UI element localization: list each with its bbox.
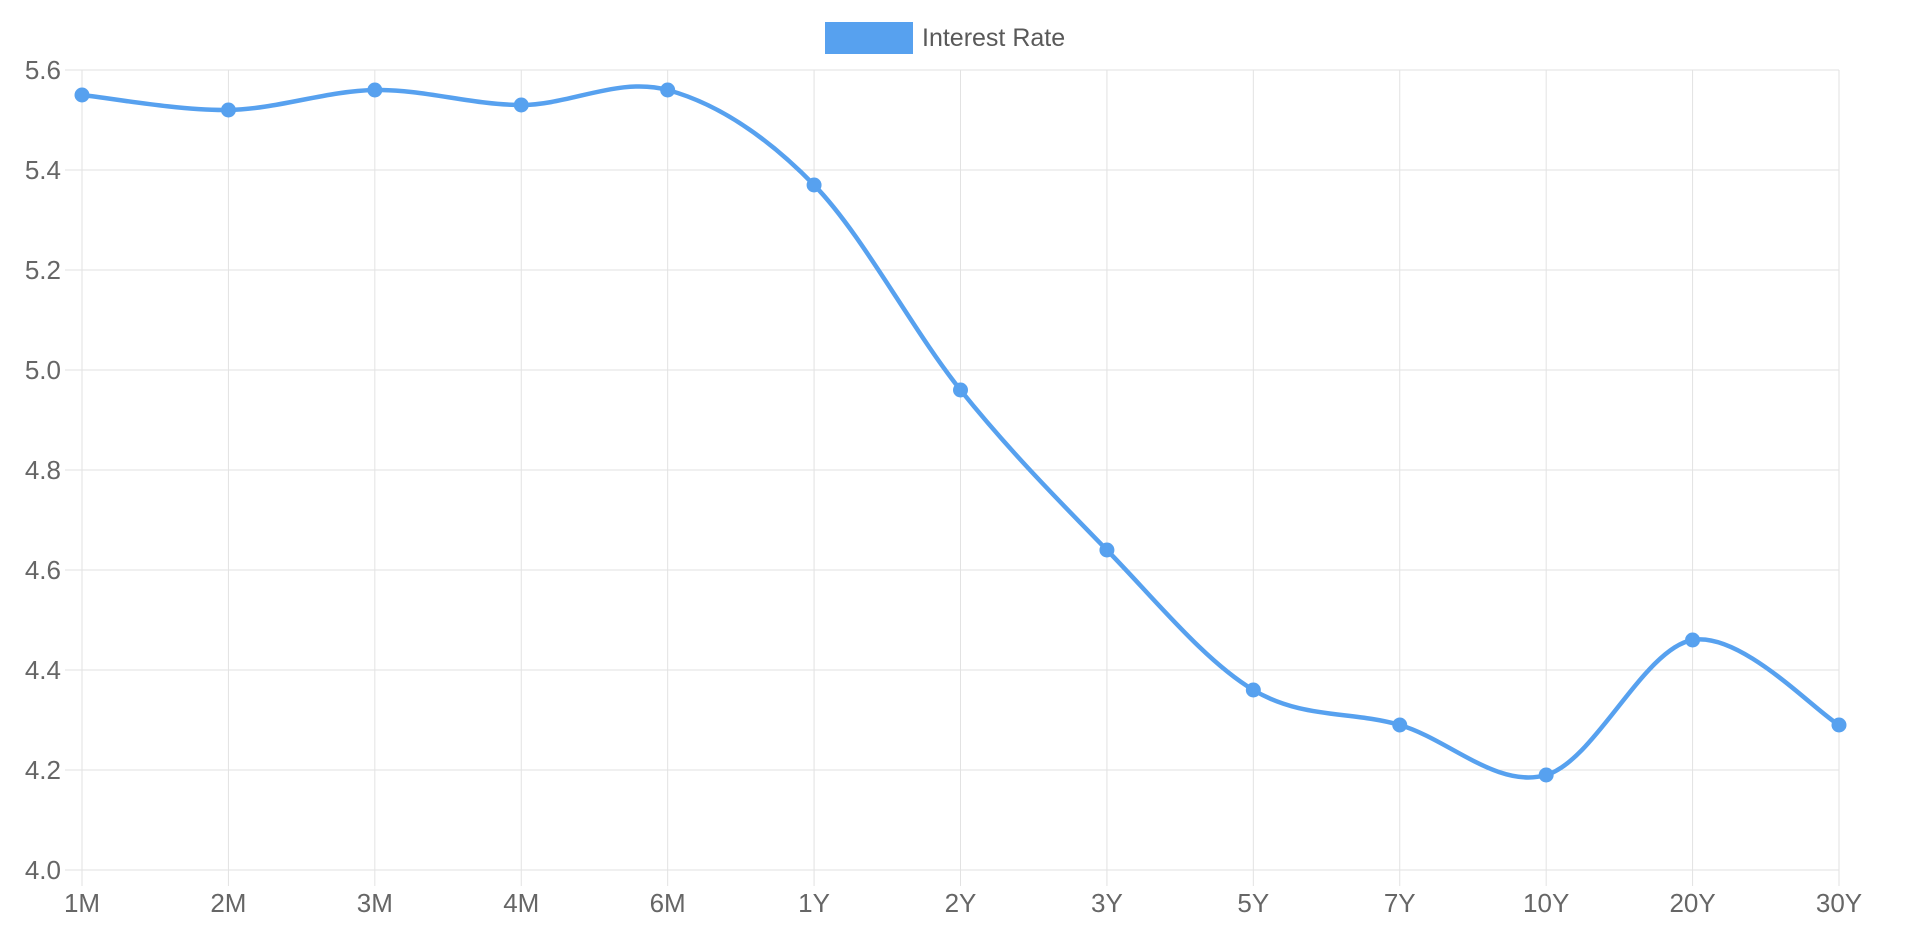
svg-text:5.2: 5.2: [25, 255, 61, 285]
svg-text:4.2: 4.2: [25, 755, 61, 785]
svg-text:10Y: 10Y: [1523, 888, 1569, 918]
svg-text:3M: 3M: [357, 888, 393, 918]
svg-text:1M: 1M: [64, 888, 100, 918]
svg-text:5.4: 5.4: [25, 155, 61, 185]
svg-text:2M: 2M: [210, 888, 246, 918]
svg-text:4.4: 4.4: [25, 655, 61, 685]
svg-text:Interest Rate: Interest Rate: [922, 24, 1065, 52]
svg-text:30Y: 30Y: [1816, 888, 1862, 918]
svg-text:5Y: 5Y: [1237, 888, 1269, 918]
svg-text:6M: 6M: [650, 888, 686, 918]
svg-text:4.8: 4.8: [25, 455, 61, 485]
svg-text:2Y: 2Y: [945, 888, 977, 918]
svg-text:5.0: 5.0: [25, 355, 61, 385]
svg-text:5.6: 5.6: [25, 55, 61, 85]
svg-text:3Y: 3Y: [1091, 888, 1123, 918]
svg-text:4.6: 4.6: [25, 555, 61, 585]
svg-text:7Y: 7Y: [1384, 888, 1416, 918]
svg-text:4M: 4M: [503, 888, 539, 918]
svg-text:4.0: 4.0: [25, 855, 61, 885]
svg-text:20Y: 20Y: [1669, 888, 1715, 918]
svg-text:1Y: 1Y: [798, 888, 830, 918]
